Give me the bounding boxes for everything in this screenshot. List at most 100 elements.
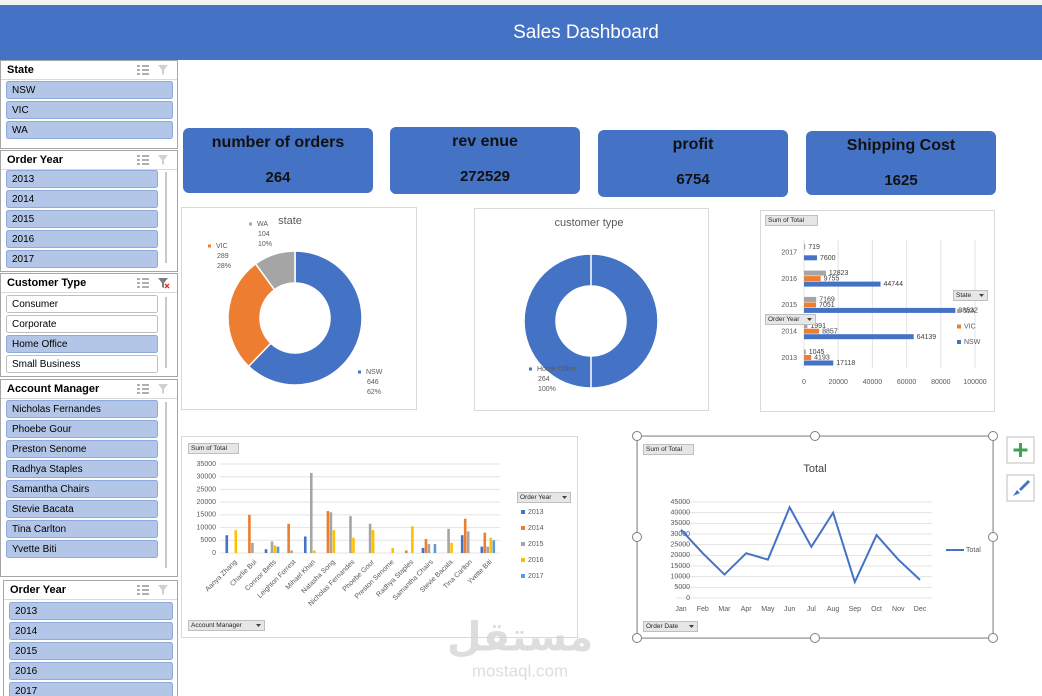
- slicer-item[interactable]: [6, 460, 158, 478]
- y-tick-label: 45000: [671, 499, 691, 506]
- resize-handle[interactable]: [810, 431, 820, 441]
- bar: [486, 546, 490, 553]
- clear-filter-icon[interactable]: [158, 65, 168, 75]
- multi-select-icon[interactable]: [137, 585, 149, 595]
- bar: [225, 535, 229, 553]
- slicer-item-label: Samantha Chairs: [12, 484, 89, 495]
- legend-marker: [529, 367, 532, 371]
- slicer-item[interactable]: [6, 210, 158, 228]
- legend-marker: [521, 558, 525, 562]
- slicer-item-label: Yvette Biti: [12, 544, 56, 555]
- y-tick-label: 20000: [197, 499, 217, 506]
- slicer-item[interactable]: [6, 540, 158, 558]
- data-label: 88532: [958, 308, 978, 315]
- slicer-item[interactable]: [9, 662, 173, 680]
- field-button[interactable]: [765, 314, 816, 325]
- resize-handle[interactable]: [988, 633, 998, 643]
- clear-filter-icon[interactable]: [158, 278, 168, 288]
- chart-styles-button[interactable]: [1006, 474, 1035, 502]
- slicer-item-label: NSW: [12, 85, 36, 96]
- dropdown-arrow: [689, 625, 694, 628]
- field-button[interactable]: [188, 620, 265, 631]
- slicer-item[interactable]: [9, 642, 173, 660]
- slicer-item[interactable]: [9, 682, 173, 696]
- clear-filter-icon[interactable]: [158, 155, 168, 165]
- slicer-item[interactable]: [9, 622, 173, 640]
- x-tick-label: 60000: [897, 379, 917, 386]
- y-tick-label: 2016: [781, 276, 797, 283]
- dropdown-arrow: [562, 496, 567, 499]
- resize-handle[interactable]: [988, 532, 998, 542]
- slicer-item[interactable]: [6, 250, 158, 268]
- slicer-item[interactable]: [6, 121, 173, 139]
- bar: [290, 550, 293, 553]
- clear-filter-icon[interactable]: [158, 384, 168, 394]
- slicer-item-label: 2014: [12, 194, 35, 205]
- multi-select-icon[interactable]: [137, 155, 149, 165]
- data-label-percent: 62%: [367, 389, 381, 396]
- bar: [273, 545, 277, 553]
- slicer-item[interactable]: [6, 190, 158, 208]
- plus-icon: [1013, 443, 1028, 457]
- legend-label: 2013: [528, 509, 544, 516]
- slicer-item-label: Consumer: [12, 299, 59, 310]
- bar: [804, 302, 817, 308]
- x-tick-label: Dec: [914, 606, 927, 613]
- field-button[interactable]: [765, 215, 818, 226]
- slicer-item[interactable]: [6, 520, 158, 538]
- resize-handle[interactable]: [988, 431, 998, 441]
- slicer-item[interactable]: [6, 315, 158, 333]
- field-button[interactable]: [517, 492, 571, 503]
- bar: [804, 276, 821, 282]
- slicer-item[interactable]: [6, 440, 158, 458]
- bar: [483, 532, 487, 553]
- slicer-item[interactable]: [9, 602, 173, 620]
- slicer-item[interactable]: [6, 170, 158, 188]
- field-button[interactable]: [188, 443, 239, 454]
- bar: [804, 334, 914, 340]
- slicer-item[interactable]: [6, 480, 158, 498]
- y-tick-label: 40000: [671, 510, 691, 517]
- resize-handle[interactable]: [632, 431, 642, 441]
- slicer-item[interactable]: [6, 500, 158, 518]
- donut-slice: [523, 253, 659, 389]
- kpi-label: profit: [673, 136, 715, 153]
- data-label-name: NSW: [366, 369, 383, 376]
- kpi-label: Shipping Cost: [847, 137, 956, 154]
- bar: [447, 528, 450, 553]
- slicer-item[interactable]: [6, 400, 158, 418]
- resize-handle[interactable]: [632, 532, 642, 542]
- slicer-item[interactable]: [6, 420, 158, 438]
- resize-handle[interactable]: [632, 633, 642, 643]
- y-tick-label: 25000: [671, 542, 691, 549]
- kpi-card: [806, 131, 996, 195]
- multi-select-icon[interactable]: [137, 384, 149, 394]
- bar: [248, 514, 251, 553]
- slicer-item[interactable]: [6, 355, 158, 373]
- field-button[interactable]: [643, 621, 698, 632]
- slicer-item[interactable]: [6, 230, 158, 248]
- multi-select-icon[interactable]: [137, 278, 149, 288]
- slicer-item[interactable]: [6, 295, 158, 313]
- clear-filter-icon[interactable]: [158, 585, 168, 595]
- y-tick-label: 30000: [671, 531, 691, 538]
- header-bar: [0, 5, 1042, 60]
- field-button[interactable]: [643, 444, 694, 455]
- bar: [804, 307, 956, 313]
- slicer-item-label: 2015: [12, 214, 35, 225]
- data-label: 7169: [819, 297, 835, 304]
- field-button[interactable]: [953, 290, 988, 301]
- clear-filter-x: [164, 283, 170, 289]
- kpi-card: [598, 130, 788, 197]
- multi-select-icon[interactable]: [137, 65, 149, 75]
- bar: [427, 544, 431, 553]
- resize-handle[interactable]: [810, 633, 820, 643]
- slicer-item-label: Preston Senome: [12, 444, 87, 455]
- slicer-item[interactable]: [6, 335, 158, 353]
- slicer-item[interactable]: [6, 81, 173, 99]
- dropdown-arrow: [807, 318, 812, 321]
- slicer-item[interactable]: [6, 101, 173, 119]
- x-tick-label: 80000: [931, 379, 951, 386]
- data-label-percent: 10%: [258, 241, 272, 248]
